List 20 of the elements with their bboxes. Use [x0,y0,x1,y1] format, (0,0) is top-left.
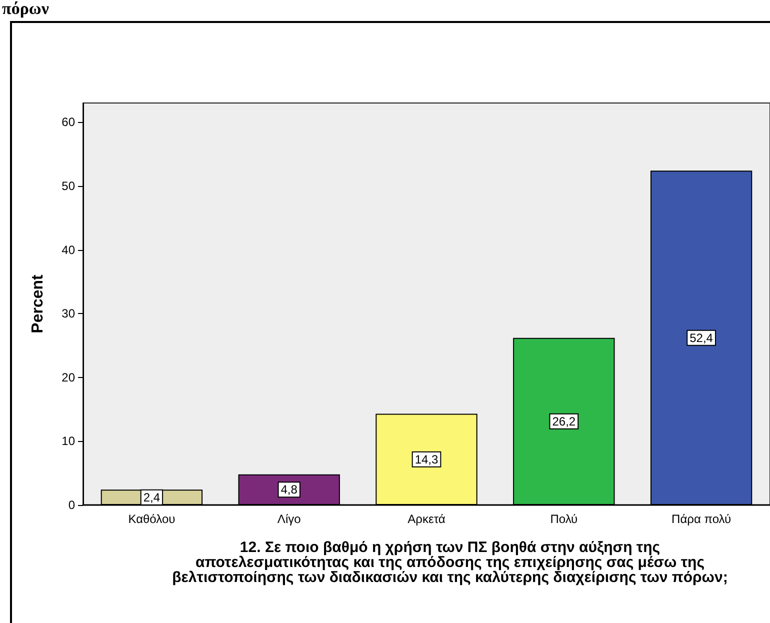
x-tick-label: Πάρα πολύ [672,512,732,526]
x-tick-label: Πολύ [550,512,578,526]
y-tick-label: 30 [62,306,76,321]
y-tick-label: 20 [62,370,76,384]
x-tick-label: Καθόλου [128,512,176,526]
x-axis-title: 12. Σε ποιο βαθμό η χρήση των ΠΣ βοηθά στην αύξηση της αποτελεσματικότητας και της απόδοσης της επιχείρησης σας μέσω της βελτιστοποίησης των διαδικασιών και της καλύτερης διαχείρισης των πόρων; [171,539,729,586]
y-tick-label: 40 [62,242,76,257]
y-tick-label: 60 [62,115,76,130]
y-axis-title: Percent [30,274,46,334]
data-label: 2,4 [143,490,160,504]
data-label: 14,3 [414,452,438,466]
y-tick-label: 50 [62,178,76,193]
x-tick-label: Λίγο [277,512,302,526]
x-tick-label: Αρκετά [408,512,446,526]
data-label: 52,4 [690,330,714,345]
chart-title: πόρων [2,0,49,18]
data-label: 26,2 [552,414,576,428]
y-tick-label: 10 [62,434,76,448]
data-label: 4,8 [280,482,298,497]
y-tick-label: 0 [68,498,76,512]
